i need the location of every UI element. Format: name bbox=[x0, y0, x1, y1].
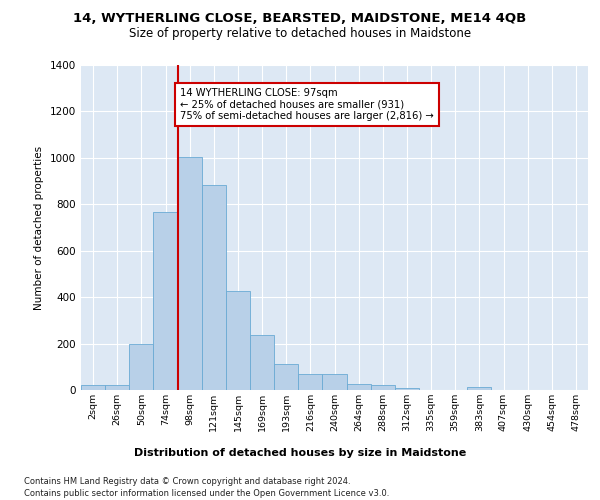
Text: Distribution of detached houses by size in Maidstone: Distribution of detached houses by size … bbox=[134, 448, 466, 458]
Text: 14 WYTHERLING CLOSE: 97sqm
← 25% of detached houses are smaller (931)
75% of sem: 14 WYTHERLING CLOSE: 97sqm ← 25% of deta… bbox=[180, 88, 434, 122]
Text: Size of property relative to detached houses in Maidstone: Size of property relative to detached ho… bbox=[129, 28, 471, 40]
Text: 14, WYTHERLING CLOSE, BEARSTED, MAIDSTONE, ME14 4QB: 14, WYTHERLING CLOSE, BEARSTED, MAIDSTON… bbox=[73, 12, 527, 26]
Bar bbox=[467, 387, 491, 390]
Text: Contains HM Land Registry data © Crown copyright and database right 2024.: Contains HM Land Registry data © Crown c… bbox=[24, 478, 350, 486]
Bar bbox=[154, 212, 178, 390]
Bar bbox=[178, 156, 202, 390]
Bar bbox=[371, 385, 395, 390]
Bar bbox=[395, 388, 419, 390]
Bar bbox=[202, 184, 226, 390]
Bar bbox=[81, 386, 105, 390]
Bar bbox=[322, 374, 347, 390]
Bar bbox=[274, 364, 298, 390]
Bar bbox=[250, 336, 274, 390]
Bar bbox=[129, 344, 154, 390]
Bar bbox=[105, 386, 129, 390]
Text: Contains public sector information licensed under the Open Government Licence v3: Contains public sector information licen… bbox=[24, 489, 389, 498]
Bar bbox=[298, 374, 322, 390]
Bar bbox=[347, 384, 371, 390]
Bar bbox=[226, 292, 250, 390]
Y-axis label: Number of detached properties: Number of detached properties bbox=[34, 146, 44, 310]
